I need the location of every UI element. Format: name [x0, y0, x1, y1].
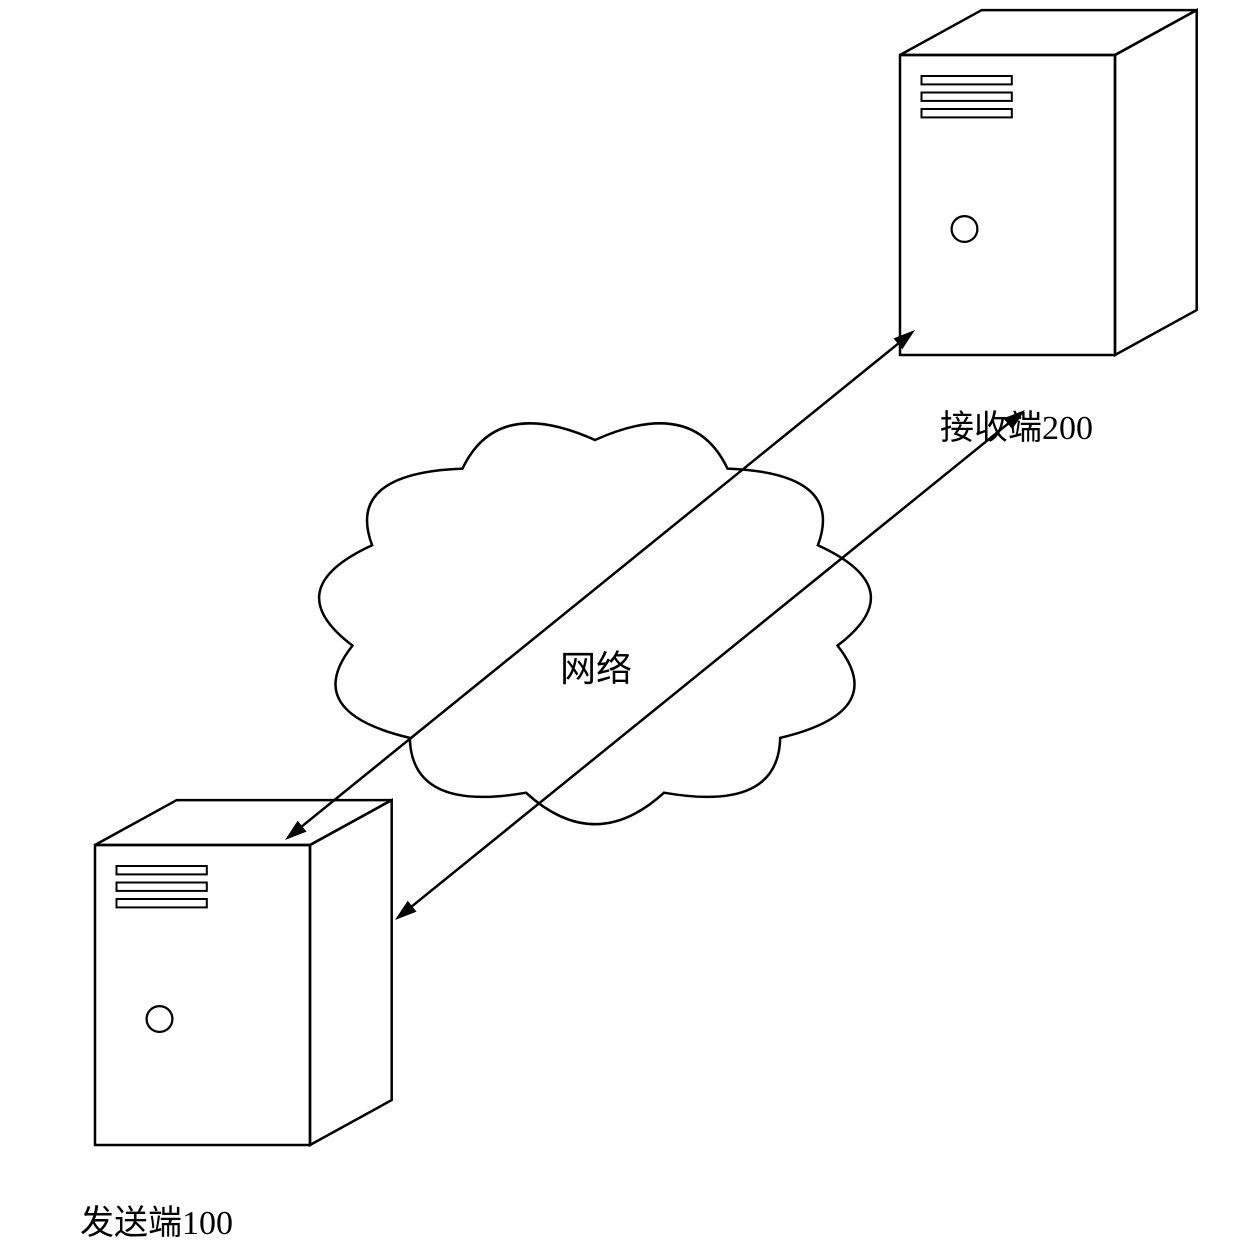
- cloud-icon: [319, 423, 871, 824]
- cloud-label: 网络: [560, 640, 632, 692]
- receiver-label: 接收端200: [940, 400, 1093, 449]
- svg-layer: [0, 0, 1240, 1234]
- diagram-canvas: 发送端100 接收端200 网络: [0, 0, 1240, 1234]
- sender-label: 发送端100: [80, 1195, 233, 1244]
- arrow-1: [395, 410, 1025, 920]
- sender-server-icon: [95, 800, 392, 1145]
- arrow-0: [285, 330, 915, 840]
- receiver-server-icon: [900, 10, 1197, 355]
